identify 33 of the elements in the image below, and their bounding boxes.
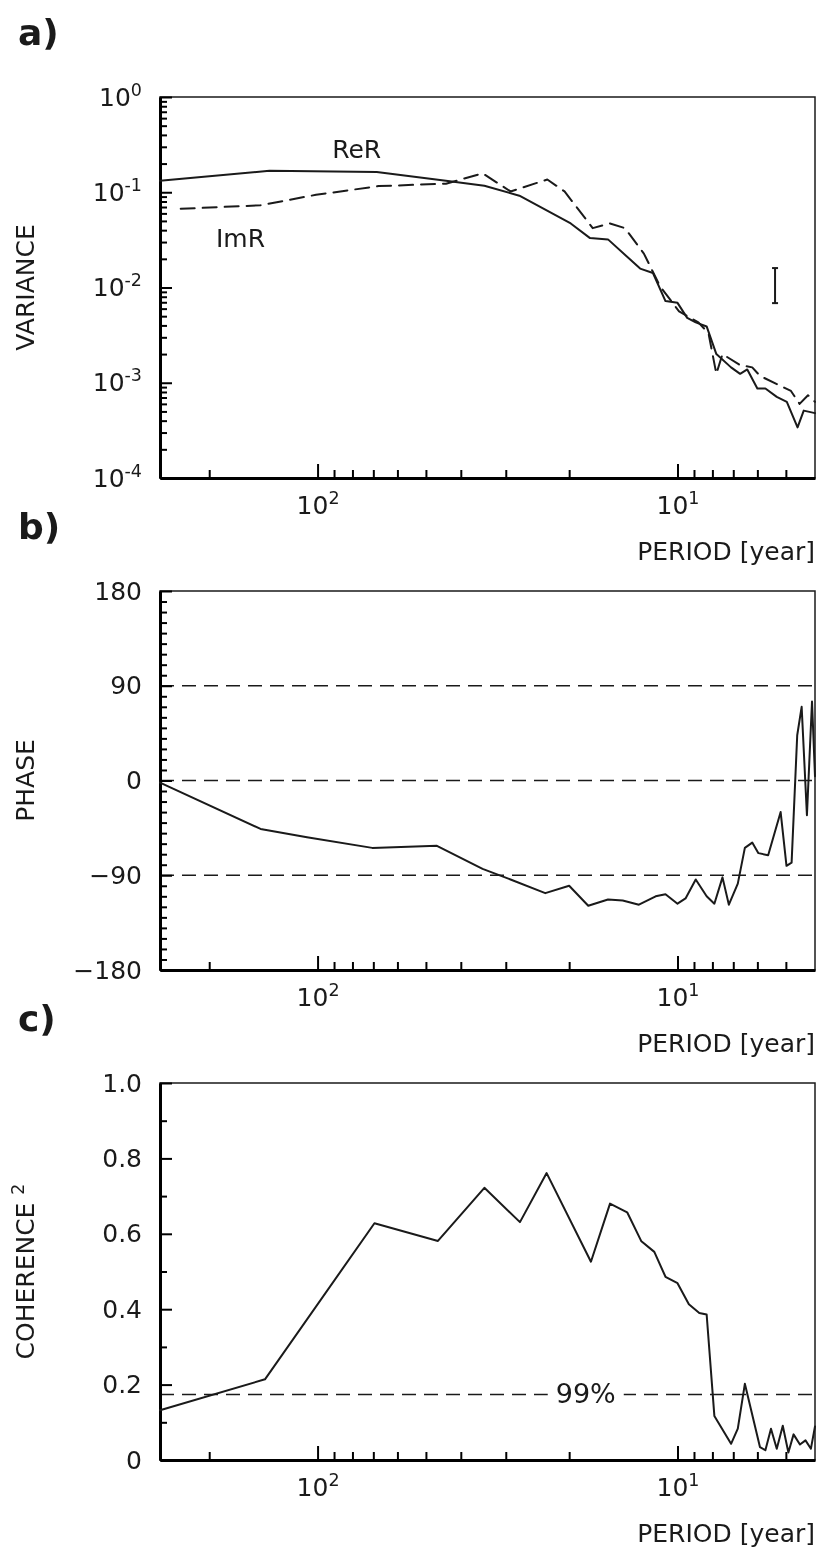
x-tick-label: 10$^{1}$: [656, 487, 700, 520]
x-tick-label: 10$^{1}$: [656, 979, 700, 1012]
x-tick-label: 10$^{2}$: [296, 487, 340, 520]
chart-title: c): [18, 998, 56, 1039]
y-tick-label: 10$^{0}$: [99, 79, 142, 112]
series-label: ReR: [332, 135, 382, 165]
x-axis-title: PERIOD [year]: [637, 537, 815, 566]
y-tick-label: 10$^{-3}$: [92, 365, 142, 398]
chart-title: a): [18, 12, 59, 53]
y-axis-title: PHASE: [11, 739, 40, 822]
x-axis-title: PERIOD [year]: [637, 1029, 815, 1058]
y-tick-label: 180: [94, 576, 142, 606]
y-tick-label: −180: [73, 955, 142, 985]
x-tick-label: 10$^{2}$: [296, 1469, 340, 1502]
chart-title: b): [18, 506, 61, 547]
y-tick-label: 10$^{-1}$: [92, 174, 142, 207]
y-axis-title: VARIANCE: [11, 224, 40, 351]
y-tick-label: 0.8: [102, 1143, 142, 1173]
y-tick-label: 10$^{-2}$: [92, 270, 142, 302]
y-tick-label: −90: [89, 860, 142, 890]
y-tick-label: 0.4: [102, 1294, 142, 1324]
y-tick-label: 1.0: [102, 1068, 142, 1098]
y-tick-label: 0: [126, 766, 142, 795]
y-tick-label: 0.2: [102, 1370, 142, 1400]
x-axis-title: PERIOD [year]: [637, 1519, 815, 1548]
y-tick-label: 90: [110, 671, 142, 701]
y-tick-label: 10$^{-4}$: [92, 460, 142, 493]
annotation: 99%: [555, 1378, 616, 1410]
x-tick-label: 10$^{2}$: [296, 979, 340, 1012]
y-tick-label: 0: [126, 1445, 142, 1475]
y-tick-label: 0.6: [102, 1219, 142, 1249]
x-tick-label: 10$^{1}$: [656, 1469, 700, 1502]
series-label: ImR: [216, 224, 266, 254]
